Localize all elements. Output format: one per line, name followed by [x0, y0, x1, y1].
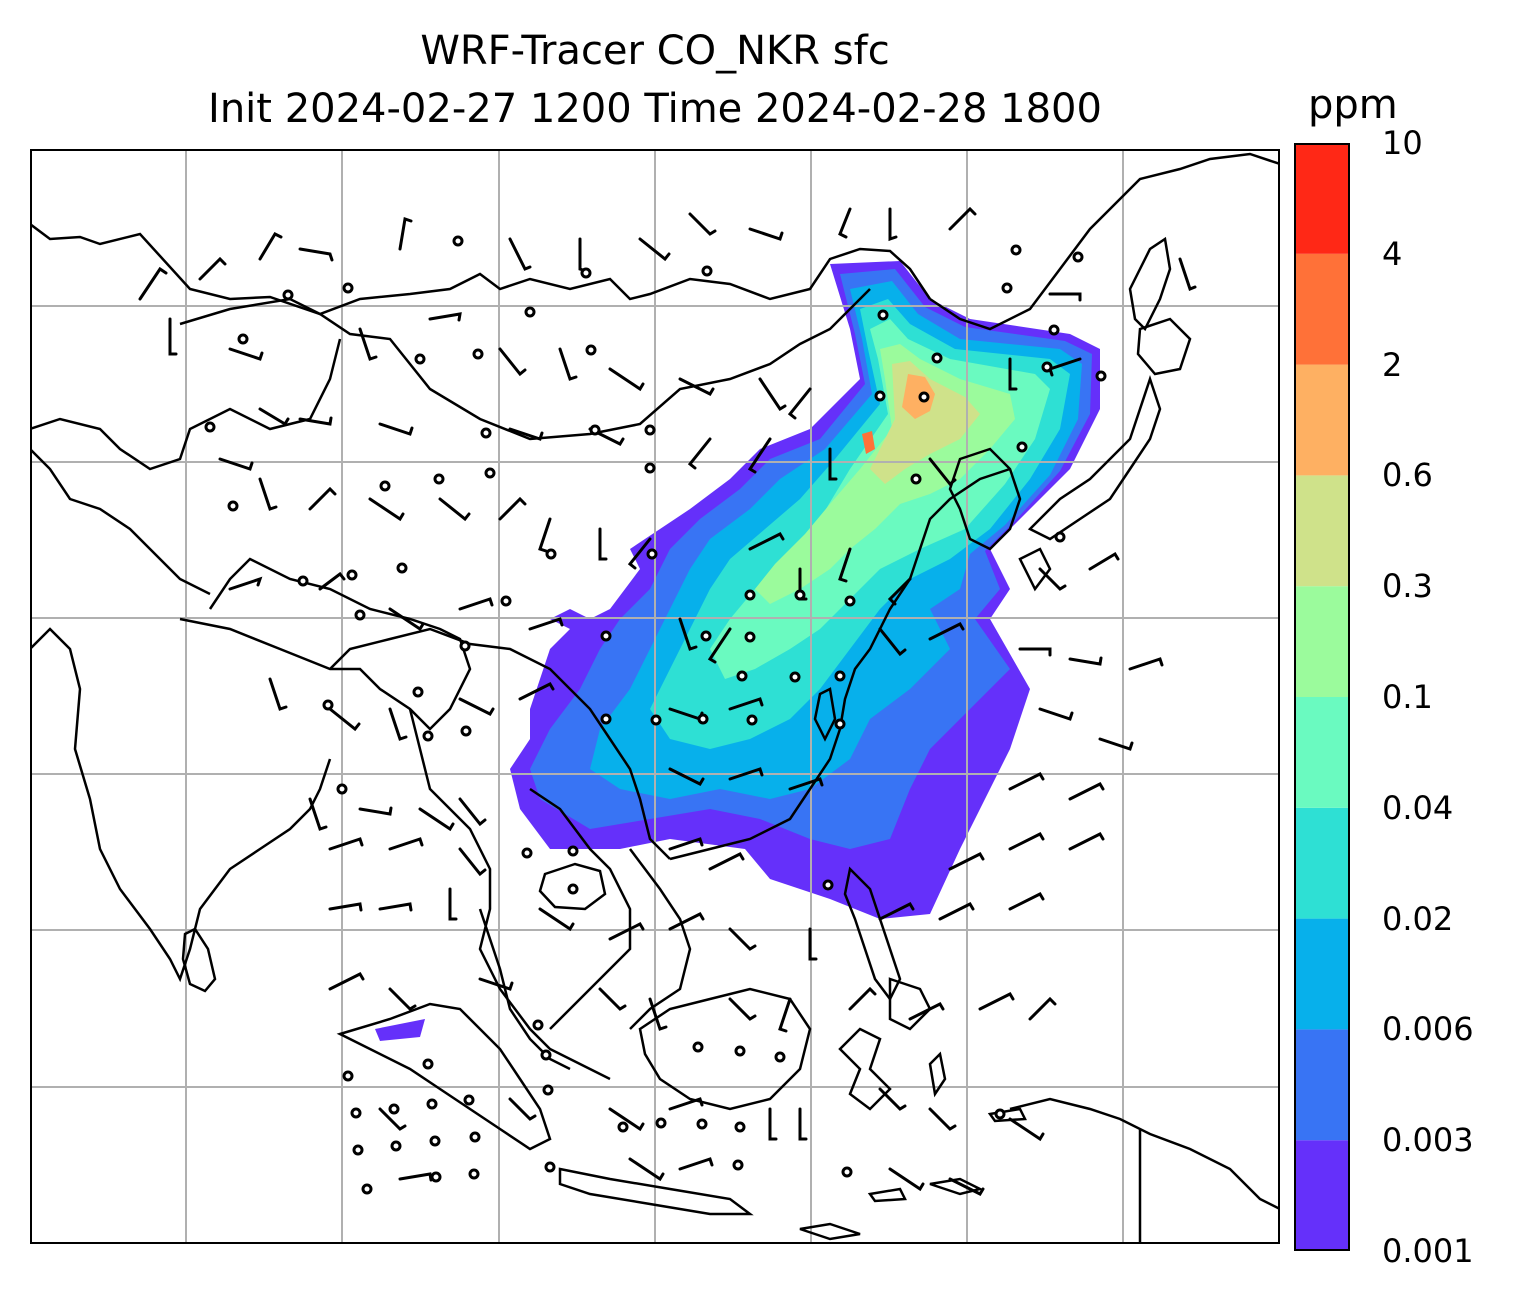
colorbar-band-3	[1294, 807, 1350, 919]
gridlines	[30, 149, 1280, 1244]
colorbar	[1294, 143, 1350, 1251]
co-patch-sumatra	[375, 1019, 425, 1041]
colorbar-tick-label: 10	[1382, 124, 1423, 162]
coast-korea	[948, 447, 1022, 551]
coast-india	[30, 627, 332, 983]
border-russia-mongolia	[30, 223, 932, 316]
colorbar-tick-label: 0.3	[1382, 567, 1433, 606]
island-kyushu	[1018, 547, 1052, 592]
colorbar-band-7	[1294, 364, 1350, 476]
island-japan-honshu	[1027, 375, 1162, 541]
coast-malay-peninsula	[478, 908, 571, 1071]
border-afghanistan	[30, 448, 211, 596]
border-central-asia	[30, 338, 342, 471]
colorbar-tick-label: 0.6	[1382, 456, 1433, 495]
colorbar-band-0	[1294, 1140, 1350, 1251]
colorbar-band-4	[1294, 697, 1350, 808]
island-sakhalin	[1128, 236, 1172, 332]
colorbar-tick-label: 0.04	[1382, 788, 1454, 827]
colorbar-tick-label: 0.006	[1382, 1010, 1474, 1049]
co-band-0.3	[870, 361, 980, 484]
island-new-guinea	[1009, 1097, 1280, 1244]
colorbar-tick-label: 0.001	[1382, 1232, 1474, 1270]
colorbar-tick-label: 0.003	[1382, 1121, 1474, 1160]
island-hokkaido	[1136, 317, 1192, 376]
border-china-mongolia	[179, 288, 871, 441]
coast-myanmar	[408, 708, 611, 1081]
island-borneo	[638, 987, 812, 1111]
map-frame	[30, 149, 1280, 1244]
colorbar-band-5	[1294, 586, 1350, 697]
coast-china-east	[669, 467, 1011, 861]
island-hainan	[538, 862, 607, 911]
colorbar-band-8	[1294, 253, 1350, 365]
colorbar-band-9	[1294, 143, 1350, 254]
colorbar-tick-label: 0.1	[1382, 678, 1433, 716]
colorbar-tick-label: 0.02	[1382, 899, 1454, 938]
border-china-south	[329, 627, 671, 860]
colorbar-band-6	[1294, 475, 1350, 587]
island-mindanao	[888, 977, 932, 1031]
coast-russia-east	[929, 152, 1280, 331]
island-java	[558, 1167, 754, 1216]
co-band-2	[862, 431, 875, 454]
island-seram	[987, 1107, 1027, 1123]
coastlines-and-borders	[30, 152, 1280, 1244]
colorbar-band-2	[1294, 918, 1350, 1030]
colorbar-unit-label: ppm	[1308, 82, 1398, 128]
island-taiwan	[813, 687, 837, 742]
chart-title: WRF-Tracer CO_NKR sfc	[420, 28, 890, 74]
chart-subtitle: Init 2024-02-27 1200 Time 2024-02-28 180…	[208, 86, 1102, 132]
island-flores	[867, 1187, 907, 1203]
colorbar-band-1	[1294, 1029, 1350, 1141]
island-sumatra	[336, 1002, 552, 1151]
calm-wind-markers	[204, 235, 1107, 1195]
wind-barbs	[138, 206, 1197, 1196]
colorbar-tick-label: 4	[1382, 234, 1403, 273]
co-band-0.6	[902, 374, 935, 419]
island-halmahera	[928, 1051, 947, 1098]
map-panel	[30, 149, 1280, 1244]
island-sulawesi	[838, 1027, 892, 1111]
island-sri-lanka	[181, 927, 217, 993]
coast-vietnam	[629, 848, 692, 1030]
island-lesser-sunda	[799, 1222, 861, 1241]
colorbar-tick-label: 2	[1382, 345, 1403, 384]
